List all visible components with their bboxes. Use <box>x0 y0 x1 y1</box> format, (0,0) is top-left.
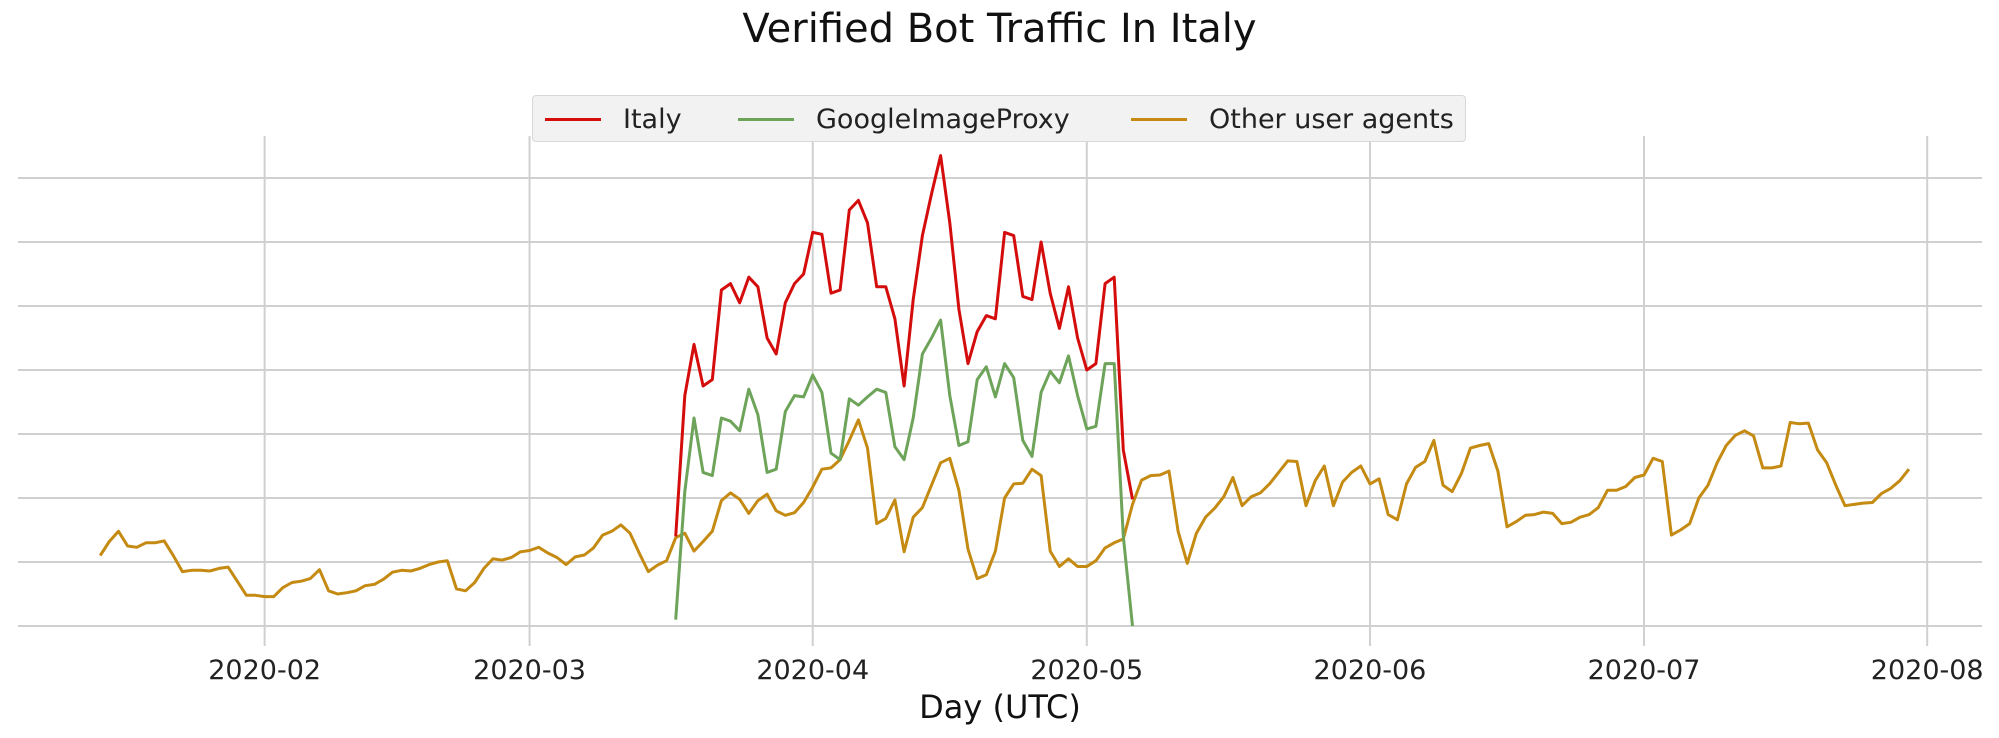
legend-swatch-italy <box>545 118 601 121</box>
x-tick-label: 2020-07 <box>1588 655 1701 686</box>
legend-swatch-googleimageproxy <box>738 118 794 121</box>
x-tick-label: 2020-06 <box>1314 655 1427 686</box>
series-line-googleimageproxy <box>674 318 1134 627</box>
x-tick-label: 2020-04 <box>756 655 869 686</box>
legend: Italy GoogleImageProxy Other user agents <box>532 95 1466 142</box>
legend-swatch-other-user-agents <box>1131 118 1187 121</box>
legend-item-other-user-agents: Other user agents <box>1131 96 1454 143</box>
x-tick-label: 2020-02 <box>208 655 321 686</box>
legend-label-other-user-agents: Other user agents <box>1209 104 1454 135</box>
series-line-other-user-agents <box>98 418 1911 599</box>
series-lines <box>98 154 1911 627</box>
x-axis-ticks: 2020-02 2020-03 2020-04 2020-05 2020-06 2020-… <box>208 655 1983 686</box>
grid <box>18 136 1982 646</box>
x-tick-label: 2020-08 <box>1871 655 1984 686</box>
x-axis-label: Day (UTC) <box>919 688 1081 726</box>
x-tick-label: 2020-05 <box>1030 655 1143 686</box>
chart-title: Verified Bot Traffic In Italy <box>742 6 1257 52</box>
legend-label-googleimageproxy: GoogleImageProxy <box>816 104 1070 135</box>
legend-item-googleimageproxy: GoogleImageProxy <box>738 96 1070 143</box>
x-tick-label: 2020-03 <box>473 655 586 686</box>
legend-label-italy: Italy <box>623 104 682 135</box>
series-line-italy <box>674 154 1134 537</box>
legend-item-italy: Italy <box>545 96 682 143</box>
